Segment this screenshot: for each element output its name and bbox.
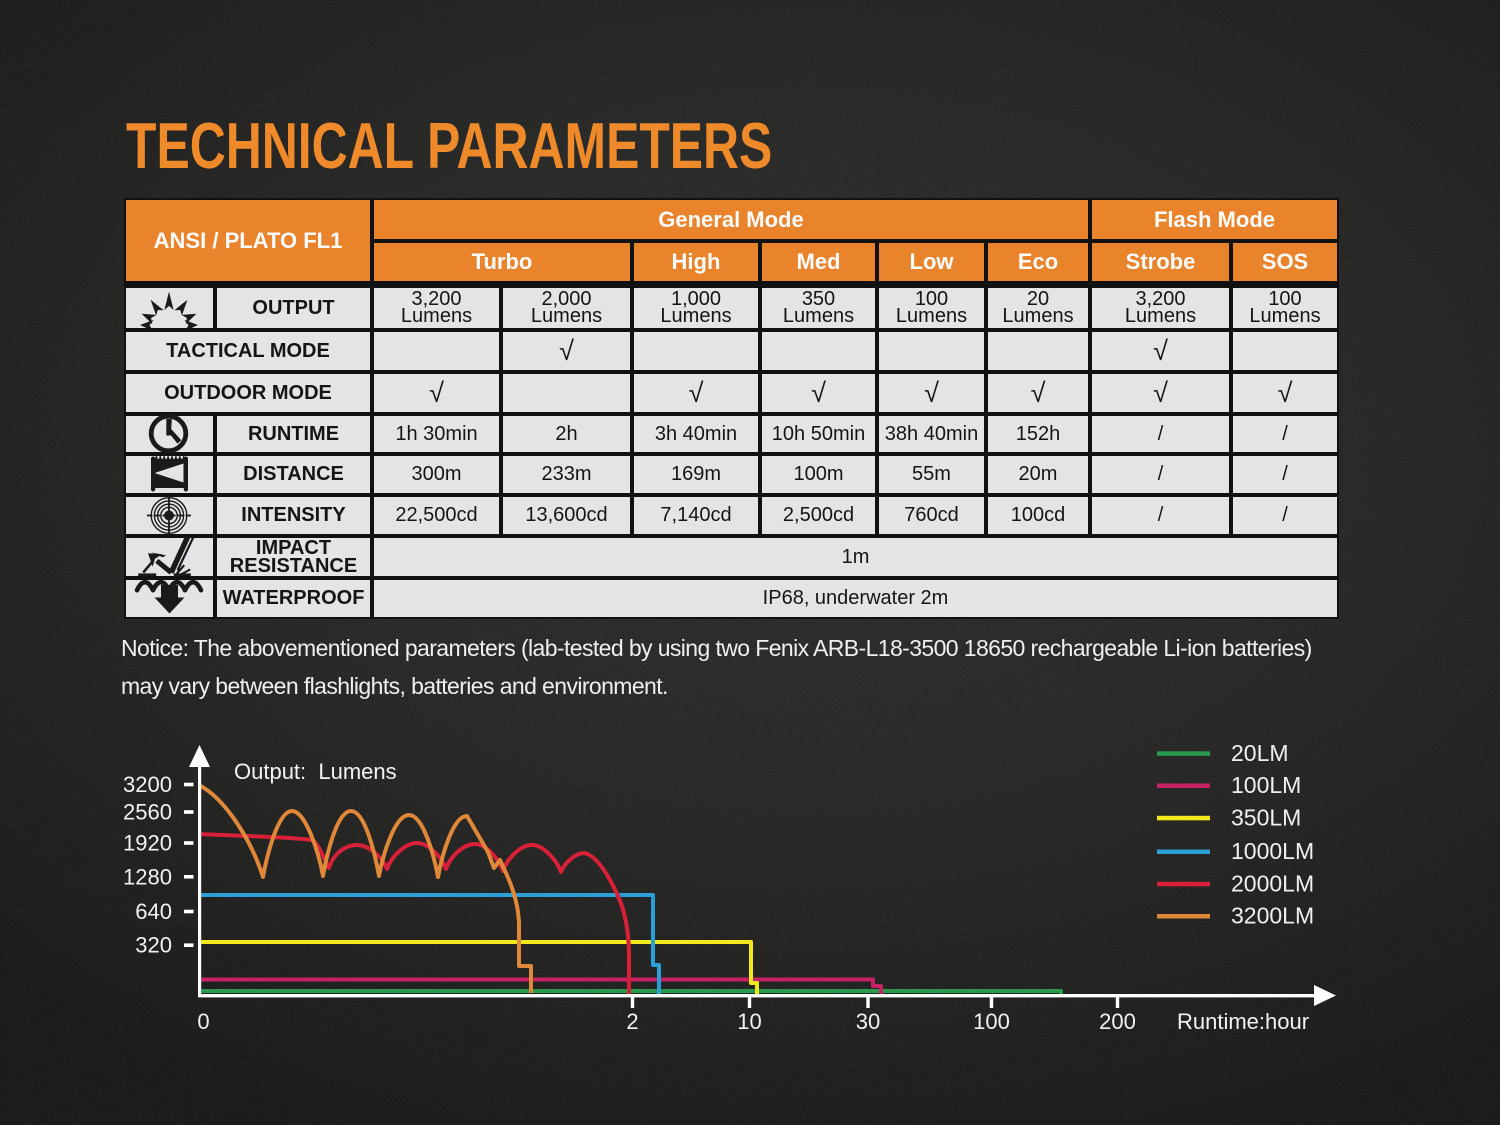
svg-text:1280: 1280 xyxy=(123,864,172,889)
svg-text:3200LM: 3200LM xyxy=(1231,903,1314,929)
svg-text:10: 10 xyxy=(737,1009,761,1034)
svg-text:Runtime:hour: Runtime:hour xyxy=(1177,1009,1309,1034)
svg-text:2: 2 xyxy=(626,1009,638,1034)
svg-text:0: 0 xyxy=(197,1009,209,1034)
svg-text:320: 320 xyxy=(135,933,172,958)
svg-text:Output: Lumens: Output: Lumens xyxy=(234,759,397,784)
svg-text:200: 200 xyxy=(1099,1009,1136,1034)
svg-text:30: 30 xyxy=(856,1009,880,1034)
svg-text:2000LM: 2000LM xyxy=(1231,871,1314,897)
svg-text:2560: 2560 xyxy=(123,800,172,825)
svg-text:20LM: 20LM xyxy=(1231,740,1289,766)
svg-text:1920: 1920 xyxy=(123,831,172,856)
svg-text:1000LM: 1000LM xyxy=(1231,838,1314,864)
svg-text:100: 100 xyxy=(973,1009,1010,1034)
svg-text:640: 640 xyxy=(135,899,172,924)
svg-text:3200: 3200 xyxy=(123,772,172,797)
svg-text:350LM: 350LM xyxy=(1231,805,1301,831)
svg-text:100LM: 100LM xyxy=(1231,772,1301,798)
